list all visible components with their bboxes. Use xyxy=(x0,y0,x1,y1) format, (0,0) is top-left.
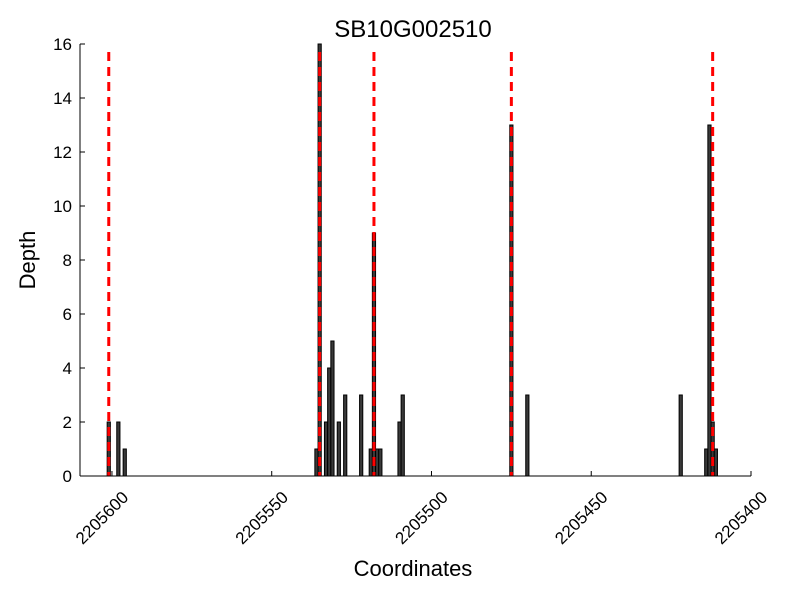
y-tick-label: 0 xyxy=(63,467,72,486)
reference-lines-layer xyxy=(107,52,715,476)
y-tick-label: 10 xyxy=(53,197,72,216)
x-tick-label: 2205400 xyxy=(711,488,771,548)
y-tick-label: 16 xyxy=(53,35,72,54)
axes xyxy=(79,44,751,477)
x-tick-label: 2205600 xyxy=(72,488,132,548)
y-tick-label: 2 xyxy=(63,413,72,432)
x-ticks: 2205600 2205550 2205500 2205450 2205400 xyxy=(72,471,771,548)
bar-2205522 xyxy=(359,394,364,477)
chart-title: SB10G002510 xyxy=(334,16,491,43)
bar-2205598 xyxy=(116,421,121,477)
y-tick-label: 12 xyxy=(53,143,72,162)
y-tick-label: 14 xyxy=(53,89,72,108)
y-tick-label: 6 xyxy=(63,305,72,324)
x-tick-label: 2205450 xyxy=(551,488,611,548)
bar-2205527 xyxy=(343,394,348,477)
bar-2205535 xyxy=(317,43,322,477)
bar-2205516 xyxy=(378,448,383,477)
x-tick-label: 2205550 xyxy=(232,488,292,548)
y-tick-label: 4 xyxy=(63,359,72,378)
bars-layer xyxy=(106,43,718,477)
bar-2205509 xyxy=(400,394,405,477)
bar-2205529 xyxy=(336,421,341,477)
bar-2205411 xyxy=(713,448,718,477)
bar-2205422 xyxy=(678,394,683,477)
bar-2205596 xyxy=(122,448,127,477)
bar-2205531 xyxy=(330,340,335,477)
y-tick-label: 8 xyxy=(63,251,72,270)
x-axis-label: Coordinates xyxy=(354,556,473,581)
y-ticks: 0 2 4 6 8 10 12 14 16 xyxy=(53,35,85,486)
bar-2205470 xyxy=(525,394,530,477)
x-tick-label: 2205500 xyxy=(392,488,452,548)
y-axis-label: Depth xyxy=(15,231,40,290)
